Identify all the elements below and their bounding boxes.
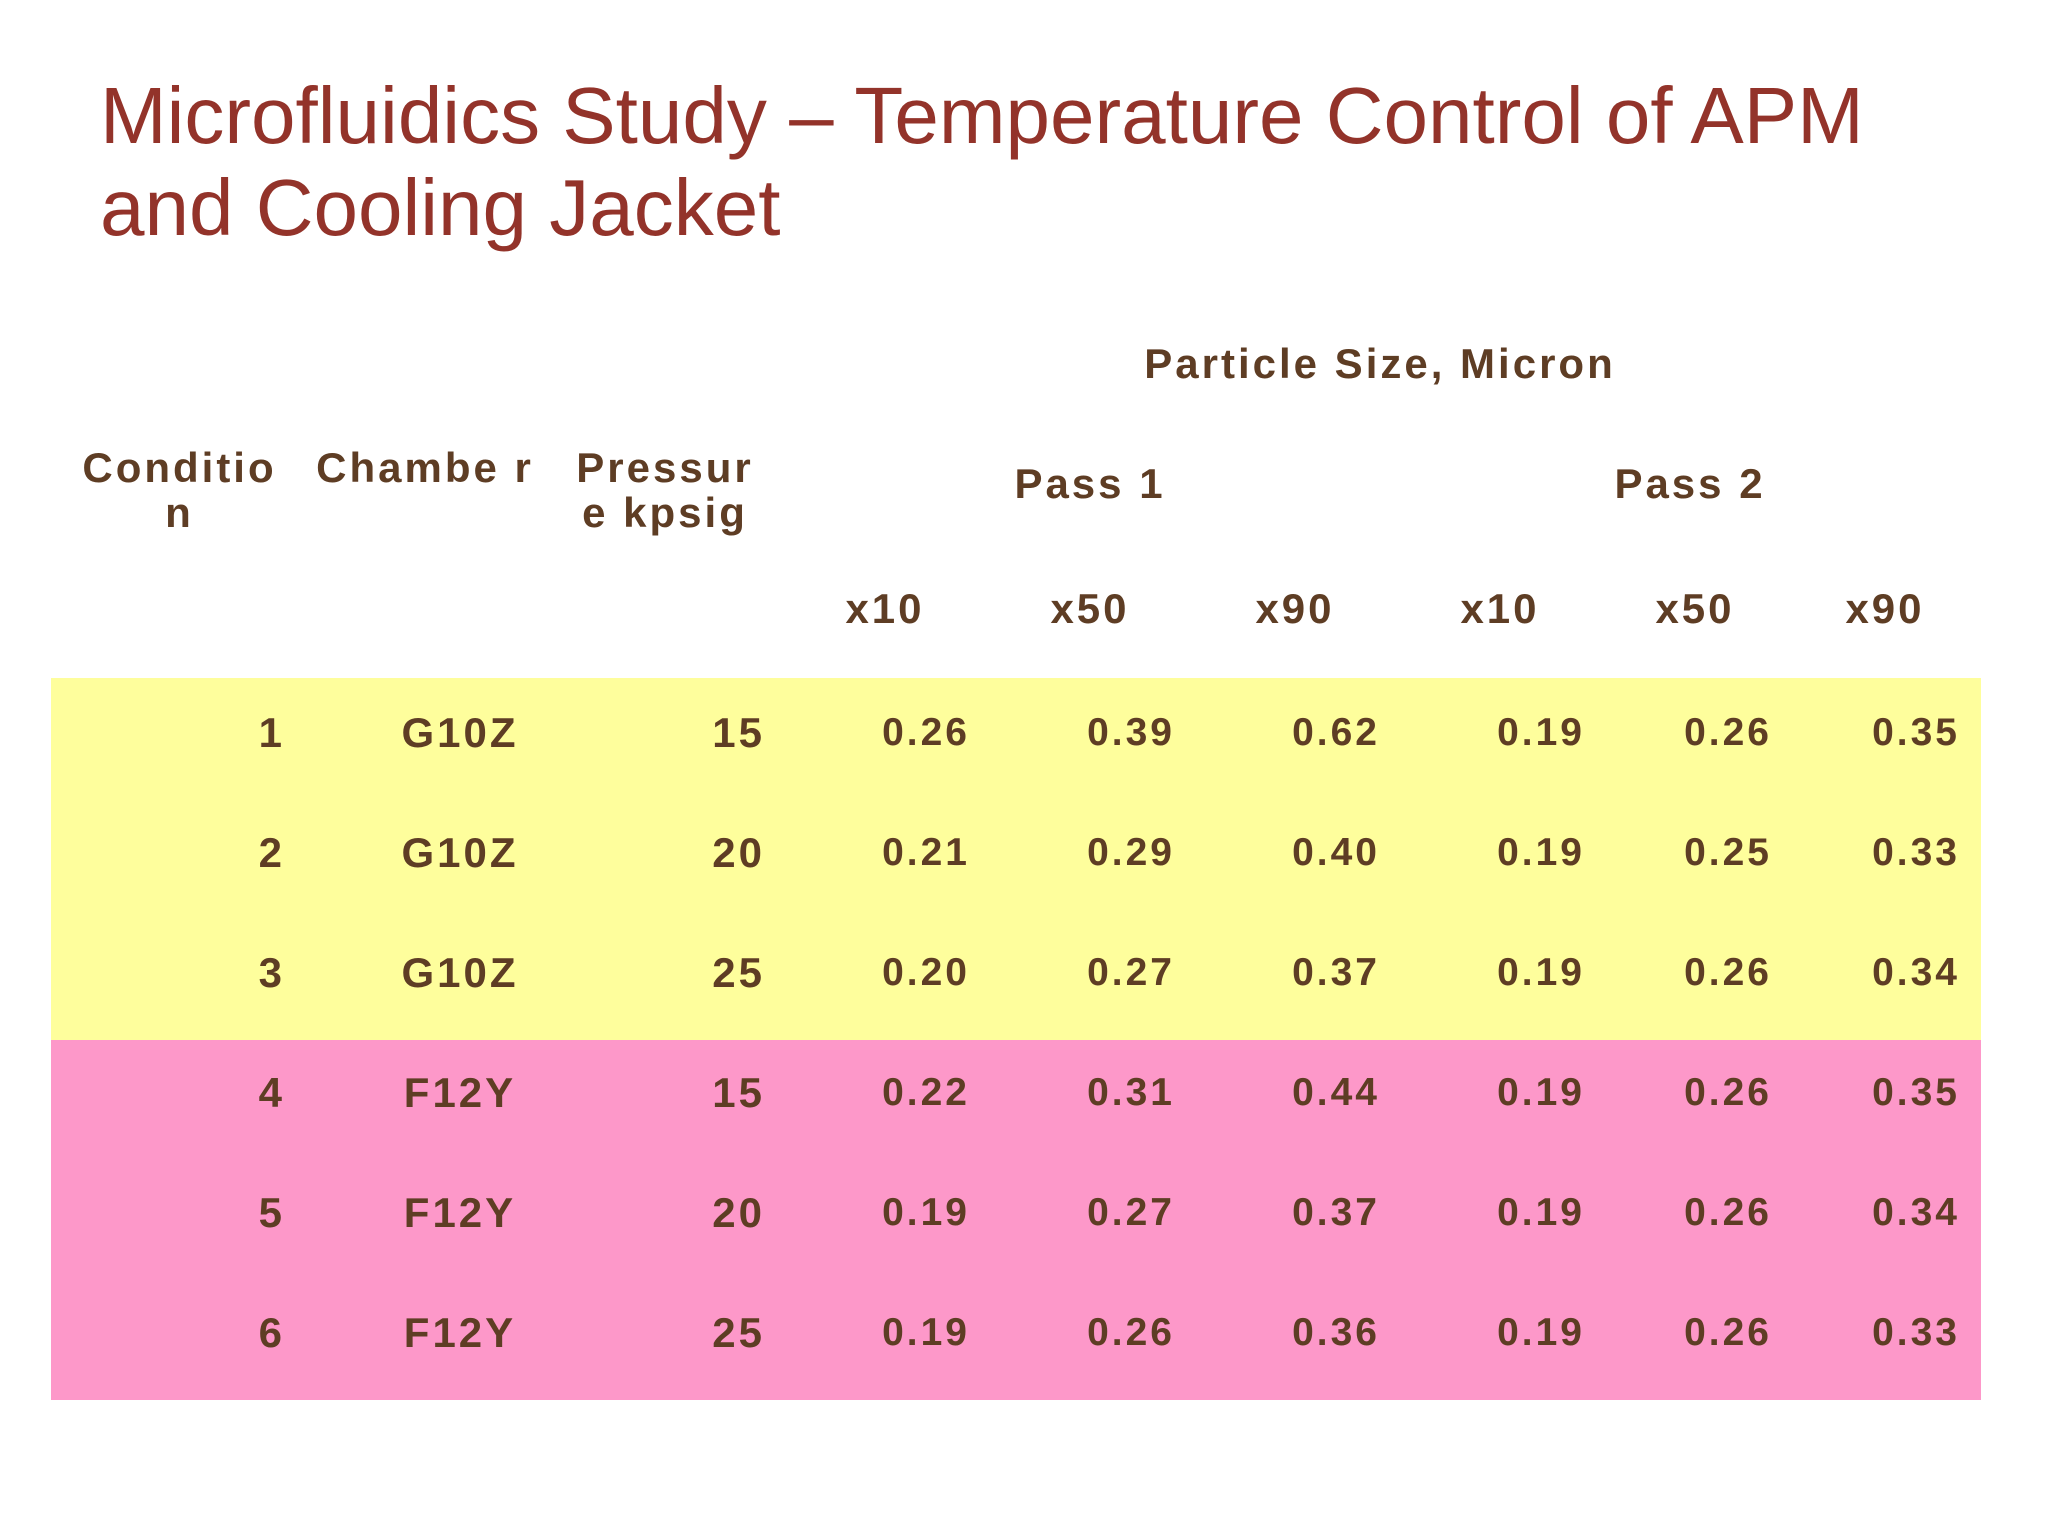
condition-cell: 1 bbox=[258, 709, 285, 756]
table-row: 2 G10Z 20 0.21 0.29 0.40 0.19 0.25 0.33 bbox=[0, 797, 2048, 917]
pass-2-header: Pass 2 bbox=[1614, 460, 1766, 507]
pass-1-x50-cell: 0.31 bbox=[1087, 1071, 1175, 1114]
pass-1-x50-cell: 0.26 bbox=[1087, 1311, 1175, 1354]
pass-1-x50-header: x50 bbox=[1050, 585, 1130, 632]
slide-title: Microfluidics Study – Temperature Contro… bbox=[100, 71, 1864, 252]
pass-1-x50-cell: 0.29 bbox=[1087, 831, 1175, 874]
pass-1-x10-cell: 0.20 bbox=[882, 951, 970, 994]
pass-2-x90-cell: 0.35 bbox=[1872, 711, 1960, 754]
pass-1-x90-cell: 0.37 bbox=[1292, 951, 1380, 994]
condition-cell: 3 bbox=[258, 949, 285, 996]
chamber-column-header: Chambe r bbox=[316, 444, 534, 491]
pass-1-x10-header: x10 bbox=[845, 585, 925, 632]
table-row: 3 G10Z 25 0.20 0.27 0.37 0.19 0.26 0.34 bbox=[0, 917, 2048, 1037]
pass-2-x10-cell: 0.19 bbox=[1497, 1071, 1585, 1114]
pass-2-x90-cell: 0.34 bbox=[1872, 951, 1960, 994]
table-row: 5 F12Y 20 0.19 0.27 0.37 0.19 0.26 0.34 bbox=[0, 1157, 2048, 1277]
pass-2-x50-cell: 0.26 bbox=[1684, 1191, 1772, 1234]
pass-2-x50-cell: 0.26 bbox=[1684, 1071, 1772, 1114]
pass-2-x50-cell: 0.25 bbox=[1684, 831, 1772, 874]
pass-1-header: Pass 1 bbox=[1014, 460, 1166, 507]
condition-cell: 2 bbox=[258, 829, 285, 876]
chamber-cell: G10Z bbox=[401, 709, 519, 756]
condition-cell: 5 bbox=[258, 1189, 285, 1236]
chamber-f12y-row-band bbox=[51, 1040, 1981, 1400]
pass-2-x10-header: x10 bbox=[1460, 585, 1540, 632]
pass-2-x90-cell: 0.33 bbox=[1872, 831, 1960, 874]
pressure-cell: 20 bbox=[712, 829, 765, 876]
pass-2-x10-cell: 0.19 bbox=[1497, 831, 1585, 874]
pass-2-x90-cell: 0.34 bbox=[1872, 1191, 1960, 1234]
pass-1-x10-cell: 0.26 bbox=[882, 711, 970, 754]
pass-1-x10-cell: 0.21 bbox=[882, 831, 970, 874]
chamber-cell: G10Z bbox=[401, 829, 519, 876]
pass-1-x90-cell: 0.40 bbox=[1292, 831, 1380, 874]
pass-1-x90-header: x90 bbox=[1255, 585, 1335, 632]
pass-2-x90-cell: 0.35 bbox=[1872, 1071, 1960, 1114]
chamber-g10z-row-band bbox=[51, 678, 1981, 1040]
chamber-cell: G10Z bbox=[401, 949, 519, 996]
pass-1-x50-cell: 0.27 bbox=[1087, 1191, 1175, 1234]
pass-2-x90-cell: 0.33 bbox=[1872, 1311, 1960, 1354]
chamber-cell: F12Y bbox=[403, 1309, 517, 1356]
pressure-cell: 15 bbox=[712, 1069, 765, 1116]
pass-1-x90-cell: 0.36 bbox=[1292, 1311, 1380, 1354]
pass-1-x10-cell: 0.22 bbox=[882, 1071, 970, 1114]
pass-2-x50-cell: 0.26 bbox=[1684, 951, 1772, 994]
pass-1-x50-cell: 0.39 bbox=[1087, 711, 1175, 754]
pass-2-x10-cell: 0.19 bbox=[1497, 1311, 1585, 1354]
pressure-column-header: Pressur e kpsig bbox=[576, 444, 754, 536]
pass-2-x10-cell: 0.19 bbox=[1497, 711, 1585, 754]
pass-1-x10-cell: 0.19 bbox=[882, 1191, 970, 1234]
condition-cell: 6 bbox=[258, 1309, 285, 1356]
table-row: 1 G10Z 15 0.26 0.39 0.62 0.19 0.26 0.35 bbox=[0, 677, 2048, 797]
particle-size-group-header: Particle Size, Micron bbox=[1144, 340, 1616, 387]
pass-1-x10-cell: 0.19 bbox=[882, 1311, 970, 1354]
pass-2-x50-cell: 0.26 bbox=[1684, 1311, 1772, 1354]
pass-1-x90-cell: 0.37 bbox=[1292, 1191, 1380, 1234]
condition-column-header: Conditio n bbox=[82, 444, 277, 536]
pass-2-x90-header: x90 bbox=[1845, 585, 1925, 632]
chamber-cell: F12Y bbox=[403, 1189, 517, 1236]
pass-2-x10-cell: 0.19 bbox=[1497, 951, 1585, 994]
pass-2-x50-header: x50 bbox=[1655, 585, 1735, 632]
table-row: 6 F12Y 25 0.19 0.26 0.36 0.19 0.26 0.33 bbox=[0, 1277, 2048, 1397]
pressure-cell: 25 bbox=[712, 1309, 765, 1356]
condition-cell: 4 bbox=[258, 1069, 285, 1116]
pressure-cell: 20 bbox=[712, 1189, 765, 1236]
pass-1-x90-cell: 0.44 bbox=[1292, 1071, 1380, 1114]
pass-2-x50-cell: 0.26 bbox=[1684, 711, 1772, 754]
pressure-cell: 15 bbox=[712, 709, 765, 756]
pressure-cell: 25 bbox=[712, 949, 765, 996]
pass-1-x90-cell: 0.62 bbox=[1292, 711, 1380, 754]
pass-1-x50-cell: 0.27 bbox=[1087, 951, 1175, 994]
pass-2-x10-cell: 0.19 bbox=[1497, 1191, 1585, 1234]
table-row: 4 F12Y 15 0.22 0.31 0.44 0.19 0.26 0.35 bbox=[0, 1037, 2048, 1157]
chamber-cell: F12Y bbox=[403, 1069, 517, 1116]
